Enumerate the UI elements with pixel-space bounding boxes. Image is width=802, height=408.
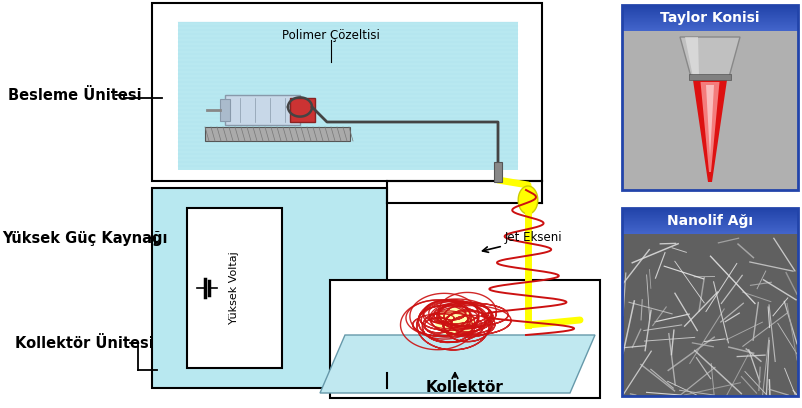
Bar	[622, 24, 797, 25]
Bar	[622, 23, 797, 24]
Bar	[205, 127, 350, 141]
Bar	[622, 27, 797, 28]
Bar	[178, 22, 517, 170]
Bar	[622, 229, 797, 230]
Bar	[622, 222, 797, 223]
Bar	[220, 99, 229, 121]
Bar	[622, 219, 797, 220]
Bar	[622, 31, 797, 190]
Bar	[622, 9, 797, 10]
Text: Besleme Ünitesi: Besleme Ünitesi	[8, 87, 141, 102]
Bar	[622, 16, 797, 17]
Polygon shape	[705, 85, 713, 157]
Bar	[622, 213, 797, 214]
Bar	[622, 223, 797, 224]
Bar	[622, 30, 797, 31]
Bar	[622, 6, 797, 7]
Text: Taylor Konisi: Taylor Konisi	[659, 11, 759, 25]
Bar	[622, 21, 797, 22]
Bar	[493, 162, 501, 182]
Bar	[622, 5, 797, 31]
Bar	[622, 225, 797, 226]
Bar	[622, 8, 797, 9]
Text: Nanolif Ağı: Nanolif Ağı	[666, 214, 752, 228]
Text: Polimer Çözeltisi: Polimer Çözeltisi	[282, 29, 379, 42]
Text: Kollektör: Kollektör	[426, 381, 504, 395]
Text: Yüksek Voltaj: Yüksek Voltaj	[229, 252, 239, 324]
Bar	[622, 28, 797, 29]
Bar	[622, 208, 797, 209]
Bar	[225, 95, 300, 125]
Bar	[152, 3, 541, 181]
Bar	[622, 227, 797, 228]
Polygon shape	[320, 335, 594, 393]
Bar	[622, 218, 797, 219]
Bar	[622, 216, 797, 217]
Polygon shape	[684, 37, 698, 77]
Bar	[622, 217, 797, 218]
Bar	[622, 10, 797, 11]
Ellipse shape	[435, 308, 475, 336]
Bar	[622, 209, 797, 210]
Bar	[622, 29, 797, 30]
Bar	[622, 12, 797, 13]
Bar	[622, 228, 797, 229]
Bar	[622, 212, 797, 213]
Bar	[622, 220, 797, 221]
Bar	[622, 26, 797, 27]
Text: Yüksek Güç Kaynağı: Yüksek Güç Kaynağı	[2, 231, 168, 246]
Bar	[622, 18, 797, 19]
Bar	[622, 13, 797, 14]
Bar	[622, 7, 797, 8]
Polygon shape	[692, 80, 726, 182]
Bar	[622, 211, 797, 212]
Bar	[622, 17, 797, 18]
Bar	[622, 11, 797, 12]
Bar	[622, 210, 797, 211]
Polygon shape	[699, 82, 719, 172]
Bar	[622, 233, 797, 234]
Bar	[187, 208, 282, 368]
Bar	[622, 5, 797, 190]
Bar	[622, 215, 797, 216]
Bar	[622, 231, 797, 232]
Bar	[622, 224, 797, 225]
Bar	[330, 280, 599, 398]
Text: Kollektör Ünitesi: Kollektör Ünitesi	[15, 335, 153, 350]
Bar	[622, 226, 797, 227]
Bar	[622, 25, 797, 26]
Bar	[622, 234, 797, 396]
Bar	[688, 74, 730, 80]
Bar	[622, 20, 797, 21]
Bar	[622, 214, 797, 215]
Bar	[622, 22, 797, 23]
Text: Jet Ekseni: Jet Ekseni	[504, 231, 562, 244]
Bar	[622, 230, 797, 231]
Bar	[622, 15, 797, 16]
Bar	[622, 208, 797, 396]
Bar	[152, 188, 387, 388]
Bar	[290, 98, 314, 122]
Bar	[622, 232, 797, 233]
Bar	[622, 221, 797, 222]
Polygon shape	[517, 186, 537, 214]
Bar	[622, 14, 797, 15]
Bar	[622, 5, 797, 6]
Polygon shape	[679, 37, 739, 77]
Bar	[622, 19, 797, 20]
